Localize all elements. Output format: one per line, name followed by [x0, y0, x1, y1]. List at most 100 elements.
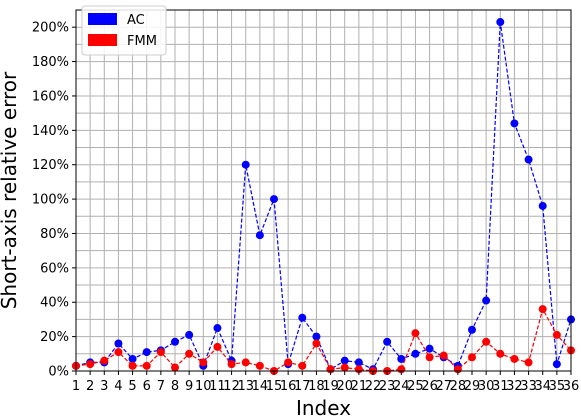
data-point-ac — [538, 201, 547, 210]
data-point-fmm — [255, 361, 264, 370]
data-point-fmm — [312, 339, 321, 348]
y-tick-label: 200% — [32, 21, 69, 36]
x-tick-label: 27 — [435, 379, 452, 394]
x-tick-label: 15 — [266, 379, 283, 394]
data-point-ac — [255, 231, 264, 240]
data-point-ac — [312, 332, 321, 341]
x-tick-label: 24 — [393, 379, 410, 394]
data-point-fmm — [482, 337, 491, 346]
data-point-fmm — [199, 358, 208, 367]
data-point-ac — [270, 195, 278, 204]
data-point-ac — [114, 339, 123, 348]
series-line-ac — [75, 21, 572, 371]
y-tick-label: 0% — [48, 365, 69, 380]
legend: AC FMM — [81, 5, 167, 56]
data-point-ac — [213, 324, 222, 333]
data-point-ac — [128, 354, 137, 363]
x-tick-label: 17 — [294, 379, 311, 394]
data-point-fmm — [213, 342, 222, 351]
data-point-fmm — [86, 360, 95, 369]
y-tick-label: 80% — [40, 227, 69, 242]
data-point-ac — [298, 313, 307, 322]
data-point-fmm — [100, 356, 109, 365]
data-point-ac — [425, 344, 434, 353]
legend-label-ac: AC — [127, 13, 145, 28]
data-point-fmm — [538, 305, 547, 314]
x-tick-label: 2 — [86, 379, 94, 394]
data-point-fmm — [496, 349, 505, 358]
data-point-fmm — [340, 363, 349, 372]
data-point-ac — [482, 296, 491, 305]
data-point-ac — [552, 360, 561, 369]
x-tick-label: 33 — [520, 379, 537, 394]
data-point-fmm — [171, 363, 179, 372]
x-tick-label: 31 — [492, 379, 509, 394]
data-point-fmm — [227, 360, 236, 369]
y-tick-label: 20% — [40, 330, 69, 345]
x-tick-label: 3 — [100, 379, 108, 394]
x-tick-label: 6 — [143, 379, 151, 394]
x-tick-label: 19 — [322, 379, 339, 394]
y-tick-label: 180% — [32, 55, 69, 70]
y-tick-label: 160% — [32, 89, 69, 104]
y-tick-label: 60% — [40, 261, 69, 276]
y-tick-label: 100% — [32, 193, 69, 208]
x-tick-label: 11 — [209, 379, 226, 394]
data-point-ac — [340, 356, 349, 365]
y-tick-label: 140% — [32, 124, 69, 139]
x-tick-label: 13 — [237, 379, 254, 394]
x-tick-label: 10 — [195, 379, 212, 394]
x-tick-label: 22 — [365, 379, 382, 394]
x-tick-label: 20 — [336, 379, 353, 394]
data-point-ac — [241, 160, 250, 169]
data-point-fmm — [411, 329, 420, 338]
y-tick-label: 120% — [32, 158, 69, 173]
data-point-ac — [510, 119, 519, 128]
data-point-ac — [354, 358, 363, 367]
x-tick-label: 1 — [72, 379, 80, 394]
x-tick-label: 14 — [252, 379, 269, 394]
data-point-ac — [142, 348, 151, 357]
x-tick-label: 35 — [549, 379, 566, 394]
series-layer — [72, 18, 575, 375]
data-point-fmm — [241, 358, 250, 367]
data-point-fmm — [510, 354, 519, 363]
x-tick-label: 8 — [171, 379, 179, 394]
x-tick-label: 12 — [223, 379, 240, 394]
data-point-ac — [496, 18, 505, 27]
x-tick-label: 28 — [450, 379, 467, 394]
series-line-fmm — [75, 307, 572, 372]
legend-swatch-fmm — [88, 34, 117, 46]
data-point-ac — [383, 337, 392, 346]
data-point-fmm — [552, 330, 561, 339]
y-tick-label: 40% — [40, 296, 69, 311]
data-point-ac — [411, 349, 420, 358]
plot-frame — [75, 9, 572, 372]
data-point-fmm — [185, 349, 194, 358]
x-tick-label: 7 — [157, 379, 165, 394]
data-point-fmm — [425, 353, 434, 362]
data-point-ac — [524, 155, 533, 164]
x-axis-label: Index — [296, 396, 351, 420]
x-tick-label: 4 — [114, 379, 122, 394]
data-point-ac — [397, 354, 406, 363]
data-point-fmm — [128, 361, 137, 370]
x-tick-label: 34 — [534, 379, 551, 394]
x-tick-label: 36 — [563, 379, 580, 394]
x-tick-label: 21 — [351, 379, 368, 394]
ticks: 1 2 3 4 5 6 7 8 9 1011121314151617181920212223242… — [32, 21, 579, 394]
data-point-fmm — [468, 353, 476, 362]
legend-swatch-ac — [88, 13, 117, 25]
x-tick-label: 9 — [185, 379, 193, 394]
data-point-fmm — [142, 361, 151, 370]
x-tick-label: 5 — [128, 379, 136, 394]
data-point-ac — [185, 330, 194, 339]
x-tick-label: 29 — [464, 379, 481, 394]
x-tick-label: 26 — [421, 379, 438, 394]
legend-label-fmm: FMM — [127, 34, 157, 49]
data-point-fmm — [156, 348, 165, 357]
data-point-fmm — [439, 351, 448, 360]
data-point-fmm — [114, 348, 123, 357]
